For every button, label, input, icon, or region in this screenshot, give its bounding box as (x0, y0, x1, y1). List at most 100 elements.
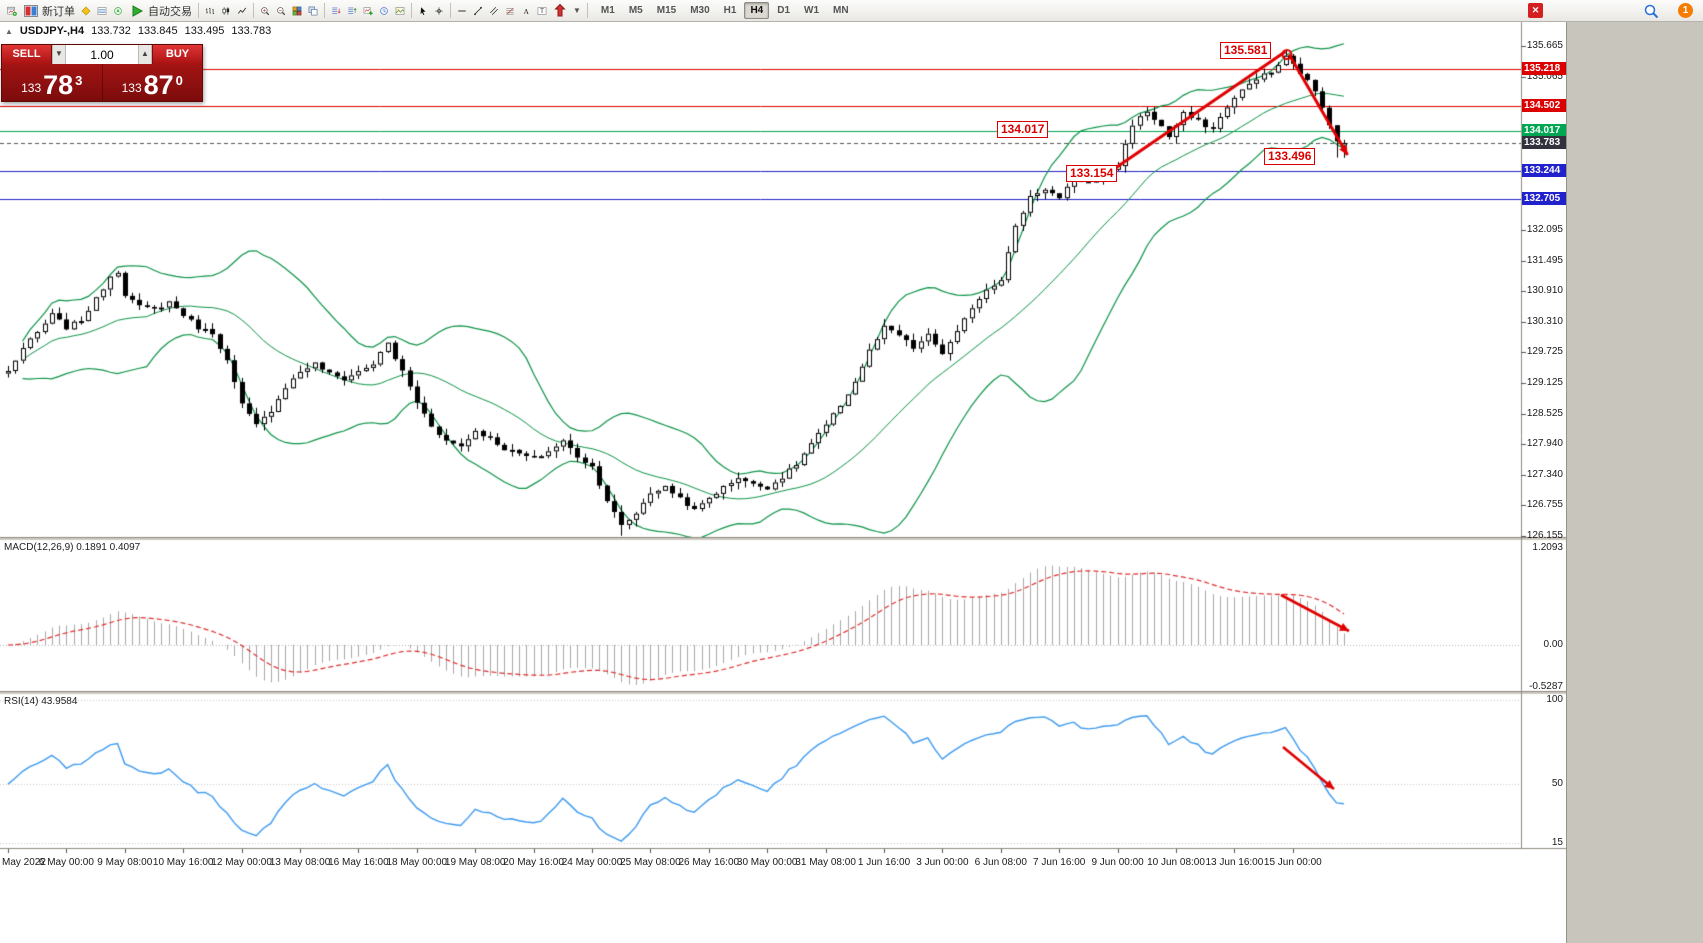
bar-chart-mode-icon[interactable] (202, 3, 218, 19)
hline-price-tag[interactable]: 135.218 (1522, 62, 1566, 76)
period-clock-icon[interactable] (376, 3, 392, 19)
time-axis-label: 6 May 00:00 (38, 857, 94, 868)
timeframe-button-m1[interactable]: M1 (600, 5, 615, 16)
timeframe-button-w1[interactable]: W1 (804, 5, 820, 16)
sell-big-figure: 133 (21, 81, 42, 95)
new-chart-icon[interactable] (4, 3, 20, 19)
price-annotation[interactable]: 135.581 (1220, 42, 1272, 59)
search-icon[interactable] (1643, 3, 1659, 19)
time-axis[interactable]: May 2022 6 May 00:00 9 May 08:00 10 May 16:… (0, 854, 1566, 943)
low-value: 133.495 (184, 25, 225, 37)
time-axis-label: 10 Jun 08:00 (1147, 857, 1205, 868)
buy-price[interactable]: 133 87 0 (103, 64, 203, 101)
candlestick-mode-icon[interactable] (218, 3, 234, 19)
time-axis-label: 26 May 16:00 (678, 857, 740, 868)
cursor-icon[interactable] (415, 3, 431, 19)
macd-indicator-label: MACD(12,26,9) 0.1891 0.4097 (4, 542, 141, 553)
add-indicator-icon[interactable] (360, 3, 376, 19)
navigator-icon[interactable] (110, 3, 126, 19)
buy-button[interactable]: BUY (153, 45, 202, 64)
volume-control: ▼ ▲ (51, 45, 153, 64)
line-chart-mode-icon[interactable] (234, 3, 250, 19)
hline-price-tag[interactable]: 134.017 (1522, 123, 1566, 137)
arrange-windows-icon[interactable] (328, 3, 344, 19)
data-window-icon[interactable] (94, 3, 110, 19)
buy-pipette: 0 (175, 73, 183, 88)
time-axis-label: 24 May 00:00 (561, 857, 623, 868)
volume-input[interactable] (66, 45, 138, 64)
autotrading-label: 自动交易 (148, 5, 192, 18)
time-axis-label: 9 May 08:00 (97, 857, 153, 868)
svg-text:T: T (540, 8, 544, 15)
rsi-scale-label: 50 (1551, 778, 1563, 790)
price-annotation[interactable]: 133.496 (1264, 148, 1316, 165)
timeframe-toolbar: M1 M5 M15 M30 H1 H4 D1 W1 MN (595, 2, 855, 19)
timeframe-button-m5[interactable]: M5 (628, 5, 643, 16)
price-axis-label: 131.495 (1526, 254, 1563, 266)
zoom-in-icon[interactable] (257, 3, 273, 19)
fibonacci-tool-icon[interactable] (502, 3, 518, 19)
time-axis-label: 16 May 16:00 (328, 857, 389, 868)
macd-scale-label: -0.5287 (1529, 681, 1563, 693)
high-value: 133.845 (137, 25, 178, 37)
hline-price-tag[interactable]: 134.502 (1522, 98, 1566, 112)
notification-badge[interactable]: 1 (1678, 3, 1693, 18)
price-axis-label: 130.910 (1526, 285, 1563, 297)
horizontal-line-tool-icon[interactable] (454, 3, 470, 19)
crosshair-icon[interactable] (431, 3, 447, 19)
collapse-trade-panel-icon[interactable]: ▲ (5, 26, 13, 36)
buy-big-figure: 133 (121, 81, 142, 95)
close-value: 133.783 (231, 25, 272, 37)
price-axis-label: 129.125 (1526, 377, 1563, 388)
price-axis-label: 128.525 (1526, 407, 1563, 419)
symbol-period-label: USDJPY-,H4 (19, 25, 85, 37)
chart-ohlc-header: ▲ USDJPY-,H4 133.732 133.845 133.495 133… (5, 25, 271, 37)
svg-text:A: A (524, 6, 530, 15)
autotrading-button[interactable]: 自动交易 (126, 1, 195, 21)
time-axis-label: 13 May 08:00 (269, 857, 331, 868)
timeframe-button-mn[interactable]: MN (833, 5, 849, 16)
macd-scale-label: 1.2093 (1532, 542, 1563, 554)
price-axis-label: 130.310 (1526, 315, 1563, 327)
cascade-windows-icon[interactable] (305, 3, 321, 19)
sort-windows-icon[interactable] (344, 3, 360, 19)
zoom-out-icon[interactable] (273, 3, 289, 19)
price-annotation[interactable]: 134.017 (997, 121, 1049, 138)
hline-price-tag[interactable]: 132.705 (1522, 191, 1566, 205)
template-icon[interactable] (392, 3, 408, 19)
timeframe-button-h4[interactable]: H4 (744, 2, 770, 19)
channel-tool-icon[interactable] (486, 3, 502, 19)
text-label-tool-icon[interactable]: T (534, 3, 550, 19)
tile-windows-icon[interactable] (289, 3, 305, 19)
volume-increase-button[interactable]: ▲ (138, 45, 152, 64)
timeframe-button-m15[interactable]: M15 (656, 5, 677, 16)
new-order-button[interactable]: 新订单 (20, 1, 78, 21)
time-axis-label: 13 Jun 16:00 (1205, 857, 1264, 868)
price-annotation[interactable]: 133.154 (1066, 165, 1118, 182)
timeframe-button-d1[interactable]: D1 (777, 5, 791, 16)
sell-pipette: 3 (75, 73, 83, 88)
sell-price[interactable]: 133 78 3 (2, 64, 102, 101)
price-axis-label: 126.755 (1526, 499, 1563, 511)
timeframe-button-h1[interactable]: H1 (723, 5, 737, 16)
volume-decrease-button[interactable]: ▼ (52, 45, 66, 64)
close-chart-icon[interactable]: ✕ (1528, 3, 1543, 18)
time-axis-label: 1 Jun 16:00 (857, 857, 911, 868)
text-tool-icon[interactable]: A (518, 3, 534, 19)
sell-button[interactable]: SELL (2, 45, 51, 64)
time-axis-label: 19 May 08:00 (444, 857, 506, 868)
chart-canvas[interactable] (0, 22, 1566, 856)
time-axis-label: 12 May 00:00 (211, 857, 272, 868)
time-axis-label: 10 May 16:00 (152, 857, 214, 868)
hline-price-tag[interactable]: 133.244 (1522, 163, 1566, 177)
shapes-tool-icon[interactable]: ▼ (550, 1, 584, 21)
trendline-tool-icon[interactable] (470, 3, 486, 19)
chevron-down-icon: ▼ (573, 6, 581, 15)
time-axis-label: 9 Jun 00:00 (1091, 857, 1144, 868)
time-axis-label: 6 Jun 08:00 (974, 857, 1027, 868)
price-axis[interactable]: 135.665 135.065 132.095 131.495 130.910 130.3… (1522, 22, 1566, 854)
time-axis-label: 25 May 08:00 (620, 857, 681, 868)
market-watch-icon[interactable] (78, 3, 94, 19)
timeframe-button-m30[interactable]: M30 (690, 5, 710, 16)
time-axis-label: May 2022 (2, 857, 46, 868)
